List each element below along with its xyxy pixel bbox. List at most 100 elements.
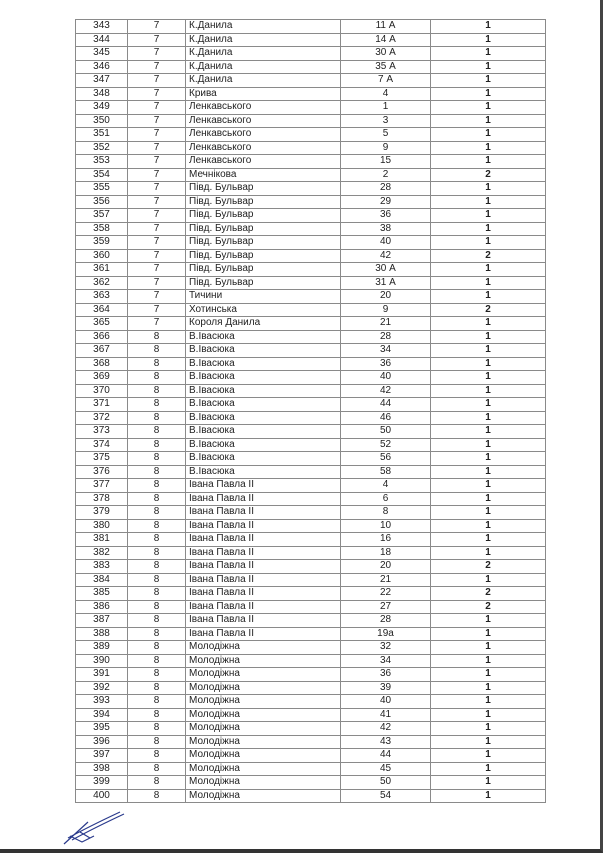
count-cell: 1 [430,343,546,358]
row-number-cell: 384 [75,572,128,587]
district-cell: 8 [127,397,186,412]
street-cell: Півд. Бульвар [185,221,341,236]
house-number-cell: 56 [340,451,431,466]
house-number-cell: 40 [340,694,431,709]
house-number-cell: 27 [340,599,431,614]
district-cell: 7 [127,127,186,142]
count-cell: 1 [430,775,546,790]
table-row: 357 7 Півд. Бульвар 36 1 [75,208,546,223]
district-cell: 8 [127,329,186,344]
row-number-cell: 347 [75,73,128,88]
table-row: 390 8 Молодіжна 34 1 [75,653,546,668]
count-cell: 1 [430,194,546,209]
district-cell: 8 [127,532,186,547]
house-number-cell: 21 [340,316,431,331]
count-cell: 1 [430,154,546,169]
street-cell: В.Івасюка [185,370,341,385]
street-cell: Півд. Бульвар [185,208,341,223]
row-number-cell: 392 [75,680,128,695]
house-number-cell: 41 [340,707,431,722]
district-cell: 8 [127,545,186,560]
house-number-cell: 30 А [340,262,431,277]
table-row: 352 7 Ленкавського 9 1 [75,140,546,155]
row-number-cell: 374 [75,437,128,452]
house-number-cell: 42 [340,721,431,736]
street-cell: Молодіжна [185,680,341,695]
table-row: 386 8 Івана Павла II 27 2 [75,599,546,614]
district-cell: 7 [127,235,186,250]
street-cell: Півд. Бульвар [185,275,341,290]
street-cell: Ленкавського [185,127,341,142]
row-number-cell: 344 [75,32,128,47]
signature-icon [63,811,125,845]
street-cell: В.Івасюка [185,424,341,439]
table-row: 381 8 Івана Павла II 16 1 [75,532,546,547]
house-number-cell: 19а [340,626,431,641]
row-number-cell: 398 [75,761,128,776]
district-cell: 8 [127,410,186,425]
count-cell: 1 [430,32,546,47]
house-number-cell: 15 [340,154,431,169]
district-cell: 7 [127,113,186,128]
count-cell: 1 [430,572,546,587]
row-number-cell: 371 [75,397,128,412]
house-number-cell: 30 А [340,46,431,61]
table-row: 400 8 Молодіжна 54 1 [75,788,546,803]
district-cell: 8 [127,653,186,668]
row-number-cell: 348 [75,86,128,101]
street-cell: В.Івасюка [185,410,341,425]
district-cell: 8 [127,667,186,682]
street-cell: Мечнікова [185,167,341,182]
count-cell: 1 [430,140,546,155]
count-cell: 1 [430,316,546,331]
row-number-cell: 390 [75,653,128,668]
count-cell: 1 [430,86,546,101]
street-cell: Івана Павла II [185,586,341,601]
street-cell: Молодіжна [185,707,341,722]
row-number-cell: 349 [75,100,128,115]
table-row: 350 7 Ленкавського 3 1 [75,113,546,128]
table-row: 388 8 Івана Павла II 19а 1 [75,626,546,641]
street-cell: Молодіжна [185,788,341,803]
row-number-cell: 353 [75,154,128,169]
table-row: 375 8 В.Івасюка 56 1 [75,451,546,466]
row-number-cell: 359 [75,235,128,250]
house-number-cell: 20 [340,559,431,574]
count-cell: 1 [430,451,546,466]
street-cell: Ленкавського [185,154,341,169]
count-cell: 1 [430,262,546,277]
count-cell: 1 [430,275,546,290]
street-cell: Молодіжна [185,653,341,668]
table-row: 377 8 Івана Павла II 4 1 [75,478,546,493]
table-row: 371 8 В.Івасюка 44 1 [75,397,546,412]
house-number-cell: 36 [340,356,431,371]
street-cell: К.Данила [185,46,341,61]
district-cell: 8 [127,694,186,709]
district-cell: 8 [127,505,186,520]
count-cell: 1 [430,545,546,560]
street-cell: Івана Павла II [185,505,341,520]
count-cell: 1 [430,761,546,776]
row-number-cell: 354 [75,167,128,182]
row-number-cell: 356 [75,194,128,209]
house-number-cell: 16 [340,532,431,547]
row-number-cell: 381 [75,532,128,547]
row-number-cell: 370 [75,383,128,398]
table-row: 370 8 В.Івасюка 42 1 [75,383,546,398]
row-number-cell: 380 [75,518,128,533]
street-cell: К.Данила [185,32,341,47]
district-cell: 7 [127,59,186,74]
house-number-cell: 29 [340,194,431,209]
district-cell: 7 [127,100,186,115]
district-cell: 7 [127,154,186,169]
table-row: 382 8 Івана Павла II 18 1 [75,545,546,560]
district-cell: 7 [127,181,186,196]
count-cell: 1 [430,653,546,668]
count-cell: 2 [430,167,546,182]
count-cell: 1 [430,127,546,142]
table-row: 376 8 В.Івасюка 58 1 [75,464,546,479]
district-cell: 7 [127,73,186,88]
table-row: 380 8 Івана Павла II 10 1 [75,518,546,533]
